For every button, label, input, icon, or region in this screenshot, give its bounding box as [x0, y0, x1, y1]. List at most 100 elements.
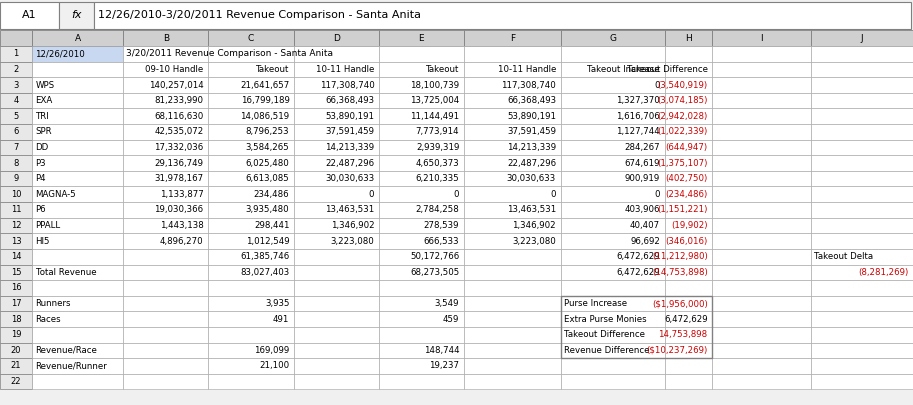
Bar [464, 327, 561, 343]
Bar [208, 62, 294, 77]
Bar [208, 202, 294, 218]
Text: 3: 3 [14, 81, 18, 90]
Bar [665, 171, 712, 186]
Text: 13,463,531: 13,463,531 [325, 205, 374, 214]
Text: 81,233,990: 81,233,990 [154, 96, 204, 105]
Text: Takeout Difference: Takeout Difference [626, 65, 708, 74]
Bar [464, 186, 561, 202]
Bar [464, 171, 561, 186]
Bar [379, 155, 464, 171]
Bar [32, 264, 123, 280]
Text: J: J [861, 34, 863, 43]
Bar [208, 343, 294, 358]
Bar [665, 233, 712, 249]
Text: 30,030,633: 30,030,633 [507, 174, 556, 183]
Text: DD: DD [36, 143, 49, 152]
Text: 234,486: 234,486 [254, 190, 289, 199]
Bar [379, 202, 464, 218]
Text: 13,725,004: 13,725,004 [410, 96, 459, 105]
Text: Purse Increase: Purse Increase [564, 299, 627, 308]
Text: 1,346,902: 1,346,902 [331, 221, 374, 230]
Text: 3,935: 3,935 [265, 299, 289, 308]
Text: 7,773,914: 7,773,914 [415, 127, 459, 136]
Bar [123, 233, 208, 249]
Bar [811, 327, 913, 343]
Bar [294, 218, 379, 233]
Text: 09-10 Handle: 09-10 Handle [145, 65, 204, 74]
Bar [32, 374, 123, 389]
Bar [464, 280, 561, 296]
Text: MAGNA-5: MAGNA-5 [36, 190, 77, 199]
Bar [561, 93, 665, 109]
Bar [561, 233, 665, 249]
Text: 2,939,319: 2,939,319 [415, 143, 459, 152]
Text: 14,213,339: 14,213,339 [325, 143, 374, 152]
Bar [379, 343, 464, 358]
Bar [561, 358, 665, 374]
Bar [811, 358, 913, 374]
Bar [464, 93, 561, 109]
Text: 278,539: 278,539 [424, 221, 459, 230]
Text: fx: fx [71, 10, 82, 20]
Text: 1,133,877: 1,133,877 [160, 190, 204, 199]
Bar [561, 296, 665, 311]
Bar [811, 30, 913, 46]
Bar [665, 374, 712, 389]
Text: (14,753,898): (14,753,898) [652, 268, 708, 277]
Bar [379, 62, 464, 77]
Bar [379, 93, 464, 109]
Bar [811, 343, 913, 358]
Bar [123, 186, 208, 202]
Text: 19,237: 19,237 [429, 362, 459, 371]
Bar [32, 327, 123, 343]
Bar [665, 186, 712, 202]
Text: C: C [248, 34, 254, 43]
Text: 16,799,189: 16,799,189 [240, 96, 289, 105]
Bar [379, 171, 464, 186]
Bar [665, 202, 712, 218]
Bar [208, 296, 294, 311]
Text: 19: 19 [11, 330, 21, 339]
Text: 14,213,339: 14,213,339 [507, 143, 556, 152]
Text: 140,257,014: 140,257,014 [149, 81, 204, 90]
Text: 298,441: 298,441 [254, 221, 289, 230]
Bar [665, 296, 712, 311]
Bar [0, 46, 32, 62]
Text: Runners: Runners [36, 299, 71, 308]
Bar [32, 186, 123, 202]
Text: 2,784,258: 2,784,258 [415, 205, 459, 214]
Bar [379, 249, 464, 264]
Text: 674,619: 674,619 [624, 158, 660, 168]
Text: 68,116,630: 68,116,630 [154, 112, 204, 121]
Text: 12: 12 [11, 221, 21, 230]
Text: 11,144,491: 11,144,491 [410, 112, 459, 121]
Bar [208, 374, 294, 389]
Bar [294, 374, 379, 389]
Text: 18,100,739: 18,100,739 [410, 81, 459, 90]
Bar [208, 77, 294, 93]
Text: 21,641,657: 21,641,657 [240, 81, 289, 90]
Bar [561, 374, 665, 389]
Bar [464, 296, 561, 311]
Text: 0: 0 [369, 190, 374, 199]
Text: (3,074,185): (3,074,185) [657, 96, 708, 105]
Text: P3: P3 [36, 158, 47, 168]
Bar [665, 218, 712, 233]
Bar [712, 327, 811, 343]
Text: (1,151,221): (1,151,221) [657, 205, 708, 214]
Bar [811, 280, 913, 296]
Bar [32, 155, 123, 171]
Text: 666,533: 666,533 [424, 237, 459, 245]
Bar [464, 218, 561, 233]
Bar [712, 46, 811, 62]
Bar [712, 140, 811, 155]
Text: A1: A1 [22, 10, 37, 20]
Text: 6,613,085: 6,613,085 [246, 174, 289, 183]
Text: 6: 6 [14, 127, 18, 136]
Bar [208, 109, 294, 124]
Bar [712, 296, 811, 311]
Bar [712, 264, 811, 280]
Text: 1: 1 [14, 49, 18, 58]
Text: 30,030,633: 30,030,633 [325, 174, 374, 183]
Bar [561, 296, 712, 358]
